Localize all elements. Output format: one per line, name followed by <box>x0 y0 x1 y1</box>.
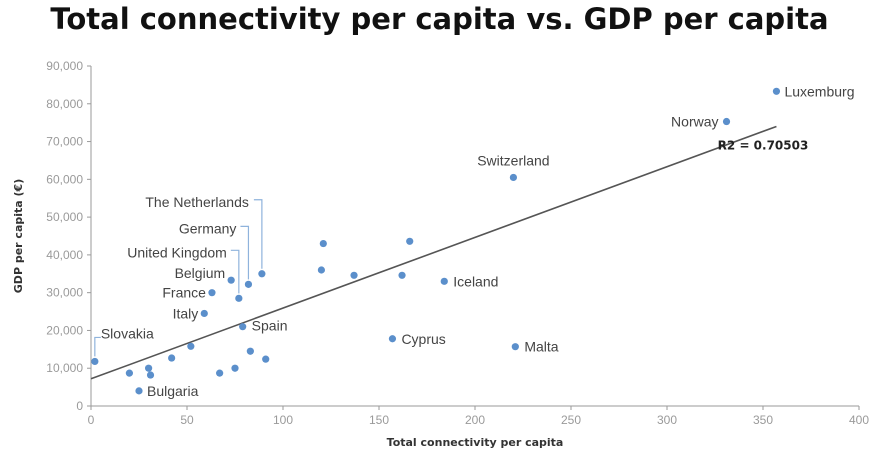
data-point <box>146 371 155 379</box>
data-points <box>91 87 781 395</box>
data-point <box>216 369 224 377</box>
data-point <box>406 237 414 245</box>
x-tick-label: 150 <box>369 413 389 427</box>
point-label: The Netherlands <box>145 194 249 210</box>
data-point <box>91 357 99 366</box>
y-tick-label: 20,000 <box>46 323 83 337</box>
point-label: United Kingdom <box>127 244 227 260</box>
data-point <box>187 342 195 350</box>
x-tick-label: 250 <box>561 413 581 427</box>
x-tick-label: 50 <box>180 413 194 427</box>
point-labels: Slovakia Bulgaria Italy France Belgium United… <box>101 83 855 399</box>
point-label: Malta <box>524 339 558 355</box>
label-leader-line <box>240 225 250 280</box>
x-tick-label: 350 <box>753 413 773 427</box>
y-ticks: 0 10,000 20,000 30,000 40,000 50,000 60,000 70,… <box>46 59 91 413</box>
data-point <box>509 173 517 182</box>
data-point <box>168 354 176 362</box>
point-label: Bulgaria <box>147 383 199 399</box>
y-tick-label: 0 <box>76 399 83 413</box>
label-leader-line <box>253 199 263 269</box>
data-point <box>350 271 358 279</box>
data-point <box>235 294 243 302</box>
point-label: Spain <box>252 318 288 334</box>
x-ticks: 0 50 100 150 200 250 300 350 400 <box>88 406 869 427</box>
y-tick-label: 50,000 <box>46 210 83 224</box>
data-point <box>244 280 253 288</box>
label-leader-lines <box>94 199 263 357</box>
data-point <box>125 369 133 377</box>
y-tick-label: 40,000 <box>46 248 83 262</box>
data-point <box>258 270 266 278</box>
point-label: Germany <box>179 220 237 236</box>
data-point <box>135 387 143 395</box>
data-point <box>231 364 239 372</box>
data-point <box>319 239 327 248</box>
label-leader-line <box>94 336 101 357</box>
point-label: Slovakia <box>101 325 154 341</box>
data-point <box>388 335 397 343</box>
point-label: Luxemburg <box>784 83 854 99</box>
x-tick-label: 0 <box>88 413 95 427</box>
data-point <box>239 323 247 331</box>
point-label: Belgium <box>175 265 226 281</box>
x-tick-label: 100 <box>273 413 293 427</box>
data-point <box>317 266 325 274</box>
data-point <box>398 271 406 279</box>
data-point <box>208 289 216 297</box>
y-tick-label: 10,000 <box>46 361 83 375</box>
y-tick-label: 60,000 <box>46 172 83 186</box>
point-label: Switzerland <box>477 152 549 168</box>
point-label: Italy <box>173 305 199 321</box>
x-axis-title: Total connectivity per capita <box>387 436 564 449</box>
chart-title: Total connectivity per capita vs. GDP pe… <box>50 2 829 36</box>
y-tick-label: 90,000 <box>46 59 83 73</box>
y-tick-label: 30,000 <box>46 286 83 300</box>
r2-label: R2 = 0.70503 <box>718 138 809 152</box>
point-label: France <box>162 285 206 301</box>
point-label: Norway <box>671 114 718 130</box>
label-leader-line <box>230 249 240 294</box>
x-tick-label: 300 <box>657 413 677 427</box>
x-tick-label: 200 <box>465 413 485 427</box>
data-point <box>440 277 448 285</box>
y-axis-title: GDP per capita (€) <box>12 179 25 293</box>
data-point <box>772 87 781 95</box>
data-point <box>200 309 208 318</box>
point-label: Iceland <box>453 273 498 289</box>
data-point <box>145 364 153 372</box>
x-tick-label: 400 <box>849 413 869 427</box>
data-point <box>722 117 731 126</box>
data-point <box>227 276 235 284</box>
data-point <box>262 355 270 363</box>
data-point <box>511 343 519 351</box>
y-tick-label: 70,000 <box>46 135 83 149</box>
point-label: Cyprus <box>401 331 445 347</box>
trend-line <box>90 125 777 380</box>
y-tick-label: 80,000 <box>46 97 83 111</box>
data-point <box>246 347 254 355</box>
